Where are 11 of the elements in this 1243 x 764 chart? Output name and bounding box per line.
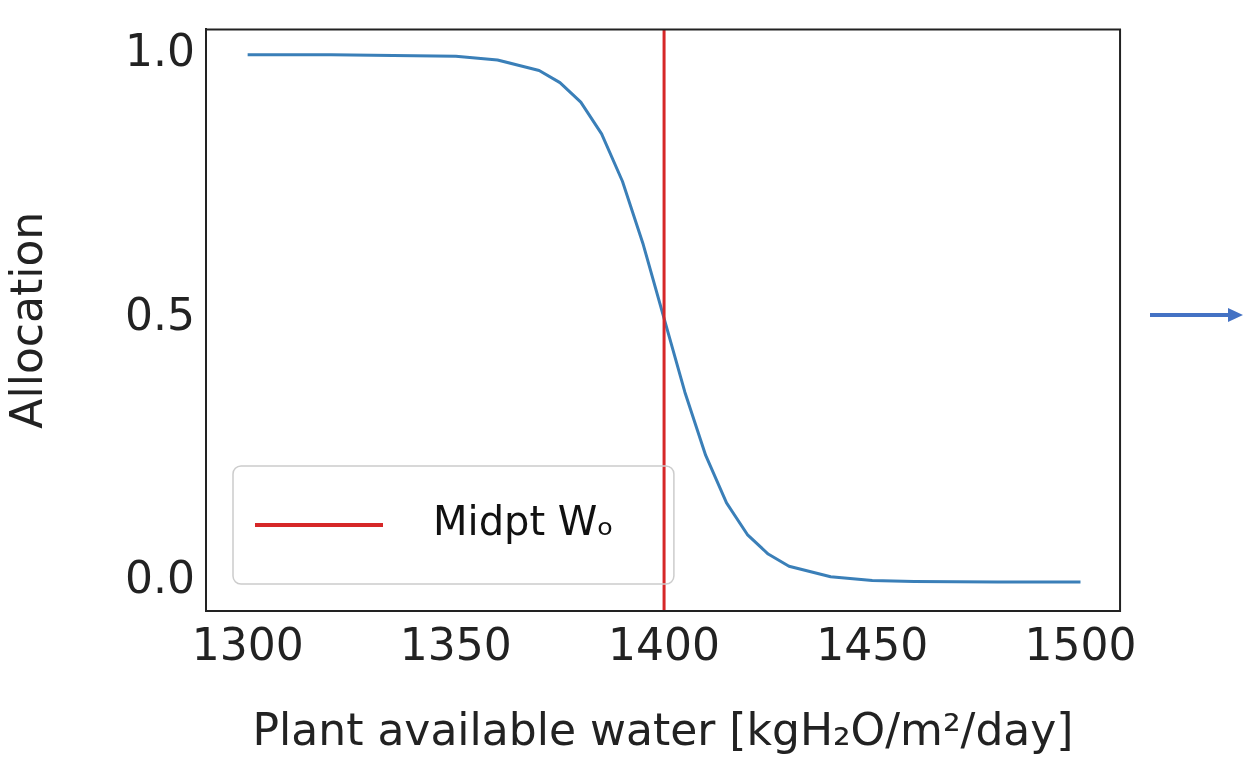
x-tick-label: 1350	[399, 618, 512, 670]
x-tick-label: 1450	[816, 618, 929, 670]
y-axis-title: Allocation	[0, 211, 52, 429]
x-tick-label: 1300	[191, 618, 304, 670]
y-tick-label: 0.5	[125, 288, 195, 340]
ref-line-label: Midpt Wₒ	[433, 498, 614, 545]
y-tick-label: 0.0	[125, 552, 195, 604]
x-tick-label: 1400	[608, 618, 721, 670]
y-tick-label: 1.0	[125, 25, 195, 77]
x-axis-title: Plant available water [kgH₂O/m²/day]	[252, 704, 1074, 756]
x-tick-label: 1500	[1024, 618, 1137, 670]
